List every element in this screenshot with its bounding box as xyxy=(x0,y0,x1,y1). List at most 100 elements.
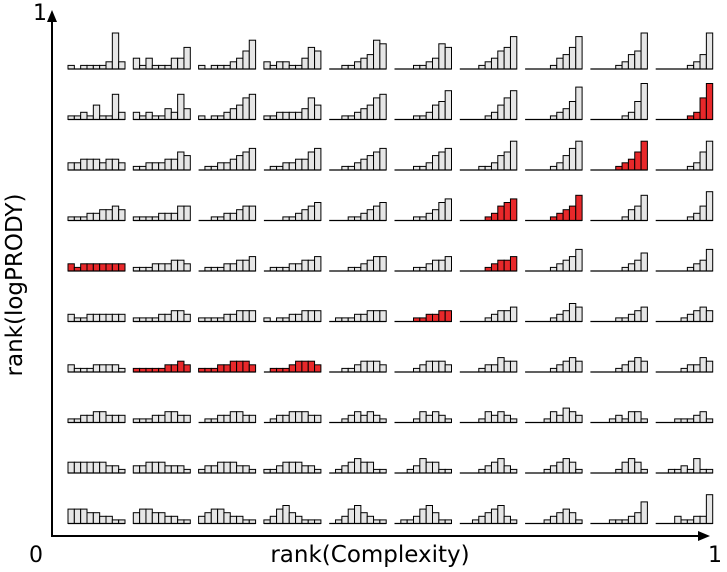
histogram-bar xyxy=(132,465,141,474)
histogram-bar xyxy=(575,194,583,222)
histogram-bar xyxy=(307,310,316,323)
histogram-bar xyxy=(634,205,642,222)
histogram-bar xyxy=(170,465,179,474)
histogram-bar xyxy=(490,162,499,171)
histogram-bar xyxy=(705,248,714,272)
histogram-bar xyxy=(621,162,629,171)
histogram-bar xyxy=(627,111,636,121)
histogram-bar xyxy=(301,310,309,323)
histogram-bar xyxy=(242,50,250,70)
histogram-bar xyxy=(118,209,126,221)
histogram-bar xyxy=(509,140,518,171)
histogram-bar xyxy=(301,57,309,70)
histogram-bar xyxy=(360,57,368,70)
histogram-bar xyxy=(86,158,94,171)
histogram-bar xyxy=(575,86,583,120)
histogram-bar xyxy=(432,259,440,272)
histogram-bar xyxy=(379,364,387,373)
histogram-bar xyxy=(366,515,375,524)
histogram-bar xyxy=(92,512,101,525)
histogram-bar xyxy=(73,508,82,525)
histogram-bar xyxy=(170,310,179,323)
histogram-bar xyxy=(177,465,185,474)
histogram-bar xyxy=(503,46,511,70)
histogram-bar xyxy=(556,313,564,322)
histogram-bar xyxy=(705,140,714,171)
histogram-bar xyxy=(67,313,75,322)
histogram-bar xyxy=(640,140,648,171)
histogram-bar xyxy=(621,364,629,373)
histogram-bar xyxy=(360,414,368,423)
histogram-bar xyxy=(705,310,714,323)
histogram-bar xyxy=(366,310,375,323)
histogram-bar xyxy=(204,465,212,474)
histogram-bar xyxy=(183,155,191,171)
histogram-bar xyxy=(490,508,499,525)
histogram-bar xyxy=(99,313,107,322)
histogram-bar xyxy=(562,360,570,373)
histogram-bar xyxy=(379,202,387,221)
histogram-bar xyxy=(307,151,316,171)
histogram-bar xyxy=(503,360,511,373)
histogram-bar xyxy=(699,54,707,70)
histogram-bar xyxy=(145,111,153,121)
histogram-bar xyxy=(301,108,309,120)
histogram-bar xyxy=(99,411,107,424)
histogram-bar xyxy=(99,364,107,373)
histogram-bar xyxy=(314,147,322,171)
histogram-bar xyxy=(509,306,518,323)
histogram-bar xyxy=(248,93,257,121)
histogram-bar xyxy=(80,263,88,272)
histogram-bar xyxy=(497,357,505,373)
histogram-bar xyxy=(693,414,701,423)
histogram-bar xyxy=(627,209,636,221)
histogram-bar xyxy=(229,108,238,120)
histogram-bar xyxy=(568,411,577,424)
histogram-bar xyxy=(229,263,238,272)
histogram-bar xyxy=(118,111,126,121)
histogram-bar xyxy=(575,140,583,171)
histogram-bar xyxy=(158,414,166,423)
histogram-bar xyxy=(295,411,303,424)
histogram-bar xyxy=(497,50,505,70)
histogram-bar xyxy=(164,411,172,424)
histogram-bar xyxy=(99,461,107,474)
histogram-bar xyxy=(438,151,446,171)
histogram-bar xyxy=(634,357,642,373)
histogram-bar xyxy=(379,256,387,272)
histogram-bar xyxy=(575,248,583,272)
histogram-bar xyxy=(92,104,101,120)
histogram-bar xyxy=(164,364,172,373)
histogram-bar xyxy=(288,263,297,272)
histogram-bar xyxy=(86,212,94,222)
histogram-bar xyxy=(444,90,452,120)
histogram-bar xyxy=(86,512,94,525)
histogram-bar xyxy=(269,515,278,524)
histogram-bar xyxy=(217,414,225,423)
histogram-bar xyxy=(73,162,82,171)
histogram-bar xyxy=(288,313,297,322)
histogram-bar xyxy=(223,461,231,474)
histogram-bar xyxy=(425,111,433,121)
histogram-bar xyxy=(288,461,297,474)
histogram-bar xyxy=(575,36,583,70)
histogram-bar xyxy=(634,259,642,272)
histogram-bar xyxy=(640,252,648,272)
histogram-bar xyxy=(693,310,701,323)
histogram-bar xyxy=(282,61,290,70)
histogram-bar xyxy=(627,360,636,373)
histogram-bar xyxy=(373,39,381,70)
histogram-bar xyxy=(111,205,120,222)
histogram-bar xyxy=(568,303,577,322)
histogram-bar xyxy=(621,61,629,70)
histogram-bar xyxy=(360,108,368,120)
histogram-bar xyxy=(360,360,368,373)
histogram-bar xyxy=(444,198,452,221)
histogram-bar xyxy=(354,364,362,373)
histogram-bar xyxy=(699,259,707,272)
histogram-bar xyxy=(236,465,244,474)
histogram-bar xyxy=(425,162,433,171)
histogram-bar xyxy=(67,508,75,525)
histogram-bar xyxy=(413,515,421,524)
histogram-bar xyxy=(229,158,238,171)
